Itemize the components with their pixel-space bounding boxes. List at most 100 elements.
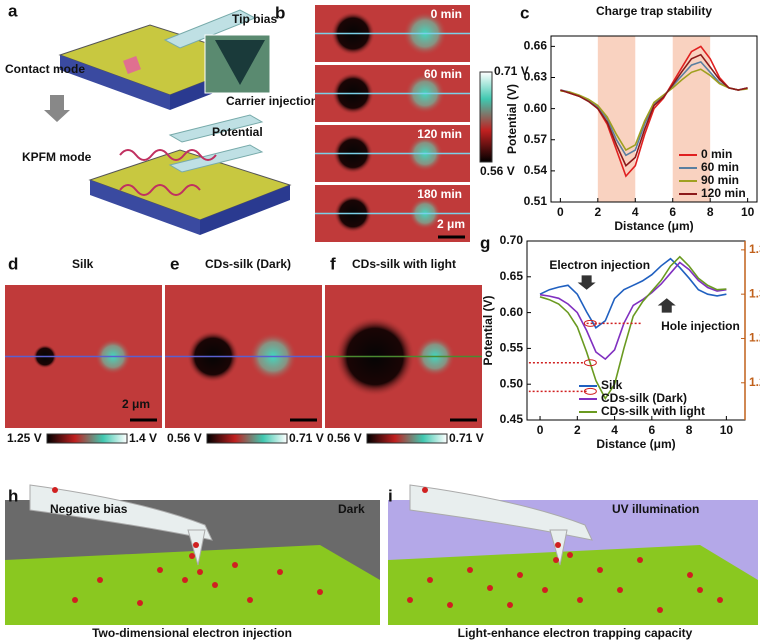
- y-tick-label: 0.60: [500, 305, 524, 319]
- arrow: [44, 95, 70, 122]
- colorbar: [46, 433, 128, 444]
- cantilever: [29, 484, 213, 541]
- y-tick-label: 0.55: [500, 341, 524, 355]
- colorbar-label: 1.4 V: [129, 431, 157, 445]
- panel-label: f: [330, 254, 336, 273]
- colorbar-label: 0.56 V: [327, 431, 362, 445]
- y-tick-label: 0.66: [524, 39, 548, 53]
- scale-bar-label: 2 μm: [122, 397, 150, 411]
- label: UV illumination: [612, 502, 699, 516]
- x-tick-label: 10: [720, 423, 734, 437]
- x-axis-label: Distance (μm): [614, 219, 693, 233]
- charges: [407, 487, 723, 613]
- colorbar: [366, 433, 448, 444]
- y2-tick-label: 1.35: [749, 242, 760, 256]
- panel-title: CDs-silk (Dark): [205, 257, 291, 271]
- x-tick-label: 8: [686, 423, 693, 437]
- series-line: [539, 257, 727, 329]
- arrow: [657, 298, 676, 313]
- panel-a: a Tip bias Contact mode Carrier injectio…: [5, 1, 318, 235]
- legend-label: Silk: [601, 378, 623, 392]
- time-label: 60 min: [424, 67, 462, 81]
- marker: [583, 319, 597, 327]
- y-tick-label: 0.51: [524, 194, 548, 208]
- label: Potential: [212, 125, 263, 139]
- panel-label: b: [275, 3, 285, 22]
- panel-label: h: [8, 486, 18, 505]
- label: Carrier injection: [226, 94, 318, 108]
- substrate-side: [200, 185, 290, 235]
- panel-label: i: [388, 486, 393, 505]
- plot-frame: [550, 35, 758, 203]
- colorbar-label: 0.71 V: [449, 431, 484, 445]
- panels-def: d e f Silk CDs-silk (Dark) CDs-silk with…: [8, 254, 456, 273]
- legend-label: CDs-silk with light: [601, 404, 705, 418]
- label: Dark: [338, 502, 365, 516]
- y-tick-label: 0.45: [500, 412, 524, 426]
- wave: [119, 149, 217, 161]
- colorbar: [479, 71, 493, 163]
- chart-title: Charge trap stability: [596, 4, 712, 18]
- x-tick-label: 0: [557, 205, 564, 219]
- series-line: [539, 255, 727, 401]
- y-tick-label: 0.60: [524, 101, 548, 115]
- panel-h: h Negative bias Dark Two-dimensional ele…: [5, 484, 380, 640]
- wave: [119, 184, 201, 196]
- colorbar-label: 1.25 V: [7, 431, 42, 445]
- y2-tick-label: 1.30: [749, 286, 760, 300]
- series-line: [560, 53, 748, 168]
- panel-i: i UV illumination Light-enhance electron…: [388, 484, 758, 640]
- marker: [583, 359, 597, 367]
- panel-title: Silk: [72, 257, 94, 271]
- y2-tick-label: 1.20: [749, 375, 760, 389]
- marker: [583, 387, 597, 395]
- charges: [52, 487, 323, 606]
- time-label: 180 min: [417, 187, 462, 201]
- y-tick-label: 0.63: [524, 70, 548, 84]
- x-tick-label: 8: [707, 205, 714, 219]
- panel-b: b 0.71 V 0.56 V: [275, 3, 529, 178]
- colorbar-label: 0.56 V: [480, 164, 515, 178]
- label: Tip bias: [232, 12, 277, 26]
- x-tick-label: 4: [611, 423, 618, 437]
- surface: [5, 545, 380, 625]
- colorbar-label: 0.71 V: [494, 64, 529, 78]
- panel-label: a: [8, 1, 18, 20]
- colorbar: [206, 433, 288, 444]
- y-tick-label: 0.50: [500, 376, 524, 390]
- annotation: Hole injection: [661, 319, 740, 333]
- label: KPFM mode: [22, 150, 92, 164]
- colorbar-label: 0.71 V: [289, 431, 324, 445]
- arrow: [577, 275, 596, 290]
- scale-bar-label: 2 μm: [437, 217, 465, 231]
- label: Contact mode: [5, 62, 85, 76]
- x-tick-label: 6: [648, 423, 655, 437]
- caption: Two-dimensional electron injection: [92, 626, 292, 640]
- y-tick-label: 0.54: [524, 163, 548, 177]
- panel-title: CDs-silk with light: [352, 257, 456, 271]
- y2-tick-label: 1.25: [749, 331, 760, 345]
- series-line: [539, 261, 727, 361]
- legend-label: 60 min: [701, 160, 739, 174]
- cantilever: [409, 484, 593, 541]
- x-tick-label: 0: [537, 423, 544, 437]
- cantilever: [168, 114, 264, 143]
- x-tick-label: 2: [574, 423, 581, 437]
- time-label: 120 min: [417, 127, 462, 141]
- y-tick-label: 0.65: [500, 269, 524, 283]
- y-tick-label: 0.70: [500, 233, 524, 247]
- x-tick-label: 10: [741, 205, 755, 219]
- legend-label: 0 min: [701, 147, 732, 161]
- cantilever: [168, 144, 264, 173]
- surface: [388, 545, 758, 625]
- time-label: 0 min: [431, 7, 462, 21]
- cantilever: [163, 9, 257, 49]
- caption: Light-enhance electron trapping capacity: [458, 626, 693, 640]
- panel-label: g: [480, 233, 490, 252]
- x-tick-label: 4: [632, 205, 639, 219]
- panel-label: d: [8, 254, 18, 273]
- square: [123, 56, 141, 74]
- legend-label: 90 min: [701, 173, 739, 187]
- y-tick-label: 0.57: [524, 132, 548, 146]
